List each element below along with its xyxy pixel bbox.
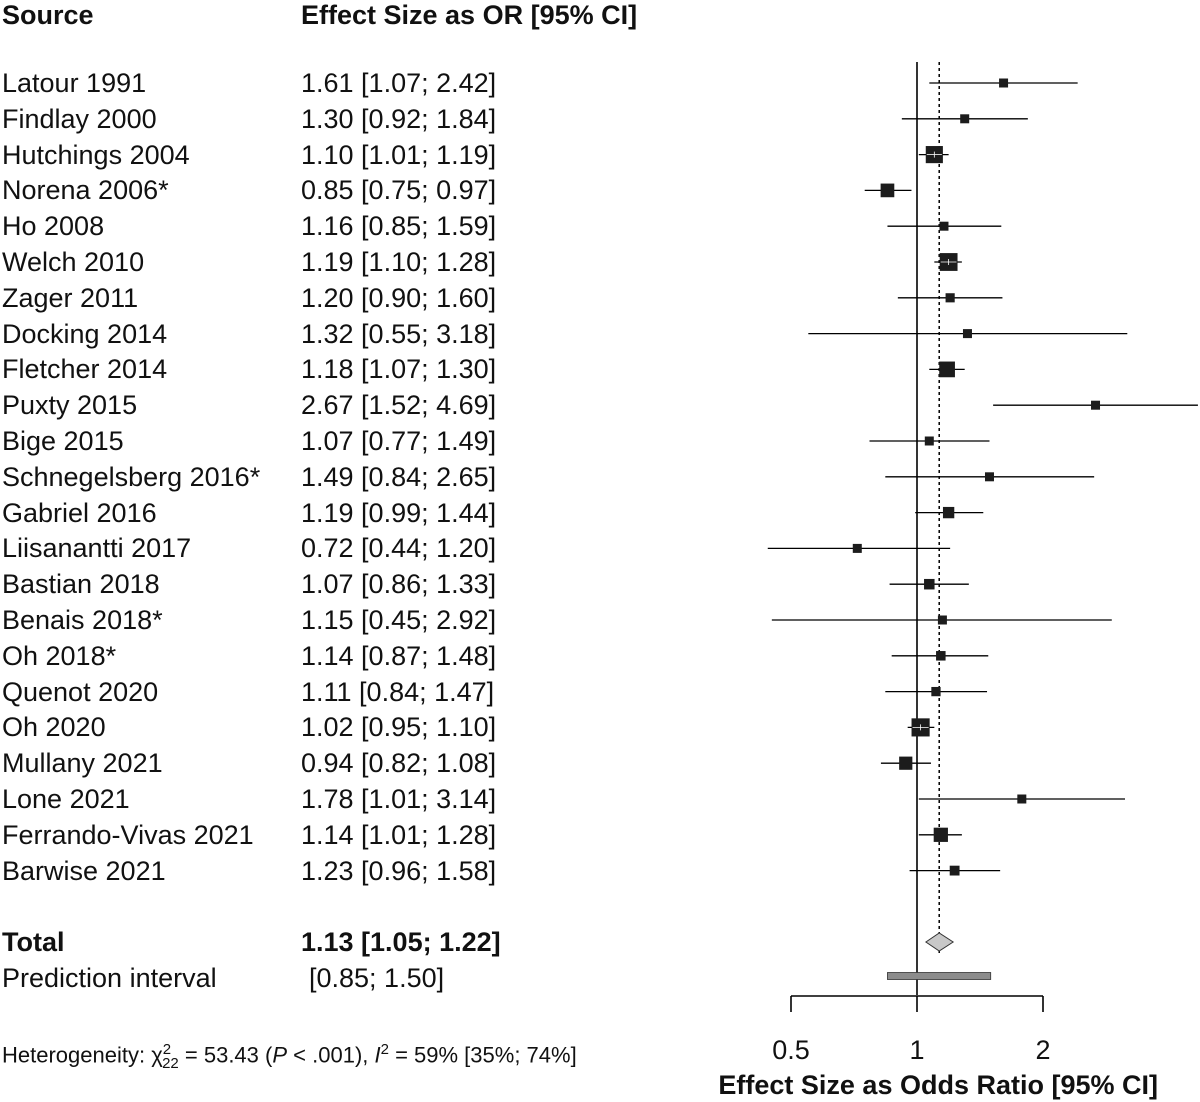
- study-marker: [984, 472, 994, 482]
- p-symbol: P: [272, 1042, 288, 1068]
- study-effect-text: 1.23 [0.96; 1.58]: [301, 856, 497, 886]
- study-marker: [931, 686, 941, 697]
- study-marker: [936, 651, 946, 661]
- chi-squared-value: = 53.43 (: [178, 1042, 273, 1068]
- study-effect-text: 1.18 [1.07; 1.30]: [301, 354, 497, 384]
- prediction-interval-bar: [887, 972, 992, 980]
- study-label: Welch 2010: [2, 247, 145, 277]
- study-label: Liisanantti 2017: [2, 533, 192, 563]
- total-label: Total: [2, 927, 65, 957]
- study-marker: [945, 293, 955, 303]
- study-marker: [960, 114, 970, 124]
- study-label: Lone 2021: [2, 784, 130, 814]
- study-marker: [933, 827, 948, 842]
- study-effect-text: 1.78 [1.01; 3.14]: [301, 784, 497, 814]
- i-squared-value: = 59% [35%; 74%]: [388, 1042, 577, 1068]
- study-effect-text: 1.61 [1.07; 2.42]: [301, 68, 497, 98]
- study-effect-text: 1.02 [0.95; 1.10]: [301, 712, 497, 742]
- study-marker: [924, 436, 934, 446]
- study-effect-text: 1.19 [1.10; 1.28]: [301, 247, 497, 277]
- study-label: Quenot 2020: [2, 677, 159, 707]
- study-label: Mullany 2021: [2, 748, 163, 778]
- study-marker: [939, 221, 949, 231]
- study-effect-text: 1.15 [0.45; 2.92]: [301, 605, 497, 635]
- study-label: Fletcher 2014: [2, 354, 168, 384]
- study-effect-text: 1.07 [0.86; 1.33]: [301, 569, 497, 599]
- study-marker: [999, 78, 1009, 88]
- study-marker: [880, 183, 895, 198]
- i-squared-symbol: I: [374, 1042, 381, 1068]
- study-marker: [949, 865, 960, 876]
- study-marker: [899, 756, 913, 770]
- study-label: Latour 1991: [2, 68, 147, 98]
- study-label: Benais 2018*: [2, 605, 163, 635]
- study-label: Ho 2008: [2, 211, 105, 241]
- study-label: Oh 2018*: [2, 641, 117, 671]
- chi-squared-exponent: 2: [162, 1041, 172, 1058]
- study-label: Bastian 2018: [2, 569, 160, 599]
- heterogeneity-prefix: Heterogeneity: χ: [2, 1042, 163, 1068]
- study-marker: [939, 361, 955, 378]
- x-tick-label-0: 0.5: [772, 1035, 810, 1065]
- heterogeneity-statistics: Heterogeneity: χ222 = 53.43 (P < .001), …: [2, 1036, 577, 1078]
- study-effect-text: 1.16 [0.85; 1.59]: [301, 211, 497, 241]
- study-label: Oh 2020: [2, 712, 106, 742]
- study-label: Findlay 2000: [2, 104, 157, 134]
- x-tick-label-2: 2: [1035, 1035, 1051, 1065]
- study-marker: [1017, 794, 1027, 804]
- study-effect-text: 1.49 [0.84; 2.65]: [301, 462, 497, 492]
- study-effect-text: 1.32 [0.55; 3.18]: [301, 319, 497, 349]
- study-effect-text: 1.30 [0.92; 1.84]: [301, 104, 497, 134]
- study-effect-text: 2.67 [1.52; 4.69]: [301, 390, 497, 420]
- study-marker: [942, 506, 955, 519]
- i-squared-exponent: 2: [380, 1041, 389, 1058]
- study-effect-text: 1.19 [0.99; 1.44]: [301, 498, 497, 528]
- effect-column-header: Effect Size as OR [95% CI]: [301, 0, 638, 30]
- study-effect-text: 1.14 [1.01; 1.28]: [301, 820, 497, 850]
- study-label: Hutchings 2004: [2, 140, 190, 170]
- study-effect-text: 1.14 [0.87; 1.48]: [301, 641, 497, 671]
- prediction-interval-label: Prediction interval: [2, 963, 217, 993]
- study-effect-text: 1.07 [0.77; 1.49]: [301, 426, 497, 456]
- study-marker: [852, 543, 862, 553]
- study-marker: [937, 615, 947, 625]
- chi-squared-df: 22: [162, 1054, 179, 1072]
- study-effect-text: 1.20 [0.90; 1.60]: [301, 283, 497, 313]
- total-diamond: [924, 932, 955, 952]
- study-label: Schnegelsberg 2016*: [2, 462, 261, 492]
- x-axis-label: Effect Size as Odds Ratio [95% CI]: [718, 1070, 1158, 1100]
- study-marker: [962, 329, 972, 339]
- study-label: Docking 2014: [2, 319, 168, 349]
- study-marker: [924, 578, 935, 590]
- study-effect-text: 0.85 [0.75; 0.97]: [301, 175, 497, 205]
- study-label: Bige 2015: [2, 426, 124, 456]
- study-label: Zager 2011: [2, 283, 139, 313]
- study-label: Ferrando-Vivas 2021: [2, 820, 254, 850]
- x-tick-label-1: 1: [909, 1035, 925, 1065]
- study-label: Barwise 2021: [2, 856, 166, 886]
- study-effect-text: 0.94 [0.82; 1.08]: [301, 748, 497, 778]
- study-label: Norena 2006*: [2, 175, 169, 205]
- study-effect-text: 1.10 [1.01; 1.19]: [301, 140, 497, 170]
- study-label: Gabriel 2016: [2, 498, 157, 528]
- prediction-interval-value: [0.85; 1.50]: [309, 963, 445, 993]
- study-effect-text: 0.72 [0.44; 1.20]: [301, 533, 497, 563]
- p-value: < .001),: [287, 1042, 375, 1068]
- total-value: 1.13 [1.05; 1.22]: [301, 927, 501, 957]
- study-label: Puxty 2015: [2, 390, 138, 420]
- study-marker: [1091, 400, 1101, 410]
- study-effect-text: 1.11 [0.84; 1.47]: [301, 677, 495, 707]
- source-column-header: Source: [2, 0, 94, 30]
